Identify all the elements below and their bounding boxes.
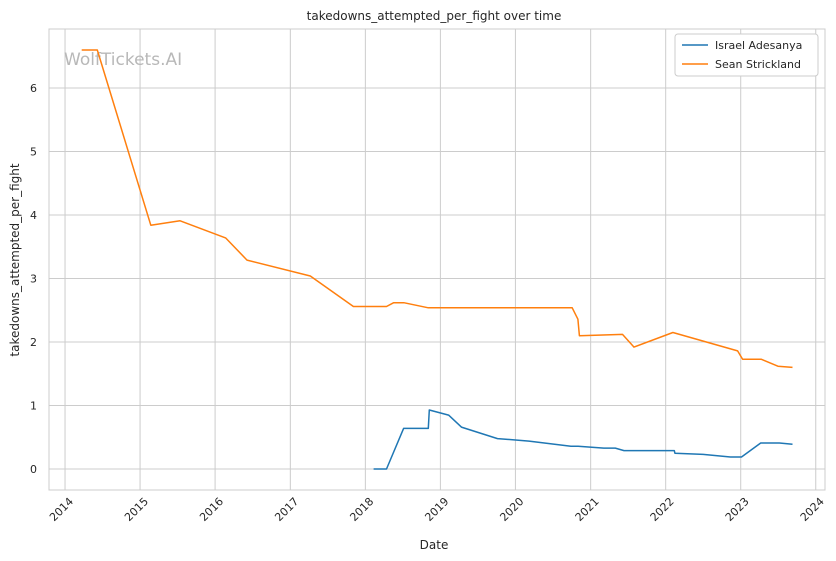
series-layer bbox=[81, 49, 793, 470]
y-tick-label: 6 bbox=[30, 82, 37, 95]
y-tick-label: 4 bbox=[30, 209, 37, 222]
x-axis-title: Date bbox=[420, 538, 449, 552]
grid bbox=[49, 29, 825, 490]
series-line-israel-adesanya bbox=[373, 409, 793, 470]
series-line-sean-strickland bbox=[81, 49, 793, 369]
y-tick-label: 1 bbox=[30, 400, 37, 413]
y-axis-title: takedowns_attempted_per_fight bbox=[8, 163, 22, 356]
legend: Israel Adesanya Sean Strickland bbox=[674, 33, 819, 77]
watermark: WolfTickets.AI bbox=[64, 50, 182, 70]
legend-box bbox=[674, 33, 819, 77]
y-tick-label: 0 bbox=[30, 463, 37, 476]
y-tick-label: 3 bbox=[30, 273, 37, 286]
chart-title: takedowns_attempted_per_fight over time bbox=[307, 9, 562, 23]
y-tick-labels: 0 1 2 3 4 5 6 bbox=[30, 82, 37, 476]
plot-frame bbox=[48, 28, 826, 491]
legend-label-israel-adesanya: Israel Adesanya bbox=[715, 39, 802, 52]
y-tick-label: 2 bbox=[30, 336, 37, 349]
y-tick-label: 5 bbox=[30, 146, 37, 159]
legend-label-sean-strickland: Sean Strickland bbox=[715, 58, 801, 71]
